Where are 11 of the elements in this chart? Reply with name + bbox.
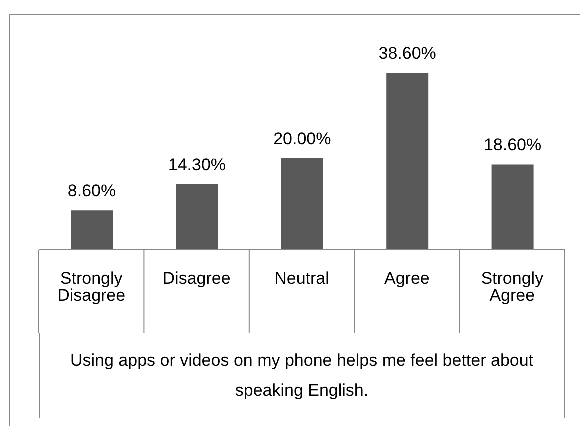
data-label: 20.00%: [274, 129, 332, 148]
data-label: 18.60%: [484, 136, 542, 155]
data-label: 8.60%: [68, 182, 116, 201]
data-label: 14.30%: [168, 155, 226, 174]
x-tick-label: Strongly Agree: [481, 269, 544, 306]
x-tick-label: Agree: [384, 269, 430, 288]
x-axis-title: Using apps or videos on my phone helps me feel better about speaking English.: [69, 350, 535, 402]
x-tick-label: Neutral: [274, 269, 330, 288]
data-label: 38.60%: [378, 44, 436, 63]
x-tick-label: Strongly Disagree: [58, 269, 126, 306]
x-tick-label: Disagree: [162, 269, 231, 288]
